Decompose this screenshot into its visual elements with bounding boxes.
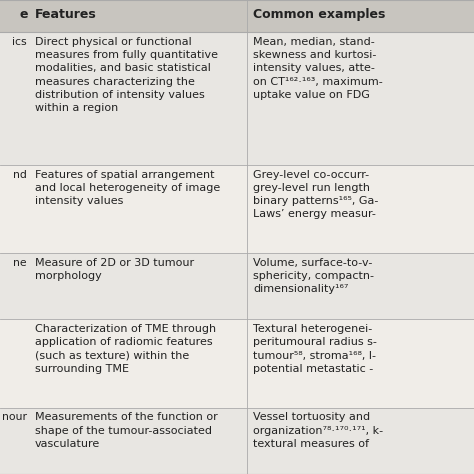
Text: nour: nour xyxy=(2,412,27,422)
Bar xyxy=(0,32,474,165)
Bar xyxy=(0,319,474,408)
Text: Features: Features xyxy=(35,8,97,21)
Text: Measurements of the function or
shape of the tumour-associated
vasculature: Measurements of the function or shape of… xyxy=(35,412,218,449)
Bar xyxy=(0,253,474,319)
Text: Mean, median, stand-
skewness and kurtosi-
intensity values, atte-
on CT¹⁶²·¹⁶³,: Mean, median, stand- skewness and kurtos… xyxy=(253,37,383,100)
Text: Volume, surface-to-v-
sphericity, compactn-
dimensionality¹⁶⁷: Volume, surface-to-v- sphericity, compac… xyxy=(253,258,374,294)
Bar xyxy=(0,165,474,253)
Bar xyxy=(0,408,474,474)
Text: ne: ne xyxy=(13,258,27,268)
Text: nd: nd xyxy=(13,170,27,180)
Bar xyxy=(0,0,474,32)
Text: Common examples: Common examples xyxy=(253,8,385,21)
Text: Grey-level co-occurr-
grey-level run length
binary patterns¹⁶⁵, Ga-
Laws’ energy: Grey-level co-occurr- grey-level run len… xyxy=(253,170,379,219)
Text: Textural heterogenei-
peritumoural radius s-
tumour⁵⁸, stroma¹⁶⁸, l-
potential m: Textural heterogenei- peritumoural radiu… xyxy=(253,324,377,374)
Text: ics: ics xyxy=(12,37,27,47)
Text: Features of spatial arrangement
and local heterogeneity of image
intensity value: Features of spatial arrangement and loca… xyxy=(35,170,220,206)
Text: Direct physical or functional
measures from fully quantitative
modalities, and b: Direct physical or functional measures f… xyxy=(35,37,218,113)
Text: Characterization of TME through
application of radiomic features
(such as textur: Characterization of TME through applicat… xyxy=(35,324,216,374)
Text: Measure of 2D or 3D tumour
morphology: Measure of 2D or 3D tumour morphology xyxy=(35,258,194,281)
Text: e: e xyxy=(19,8,28,21)
Text: Vessel tortuosity and
organization⁷⁸·¹⁷⁰·¹⁷¹, k-
textural measures of: Vessel tortuosity and organization⁷⁸·¹⁷⁰… xyxy=(253,412,383,449)
